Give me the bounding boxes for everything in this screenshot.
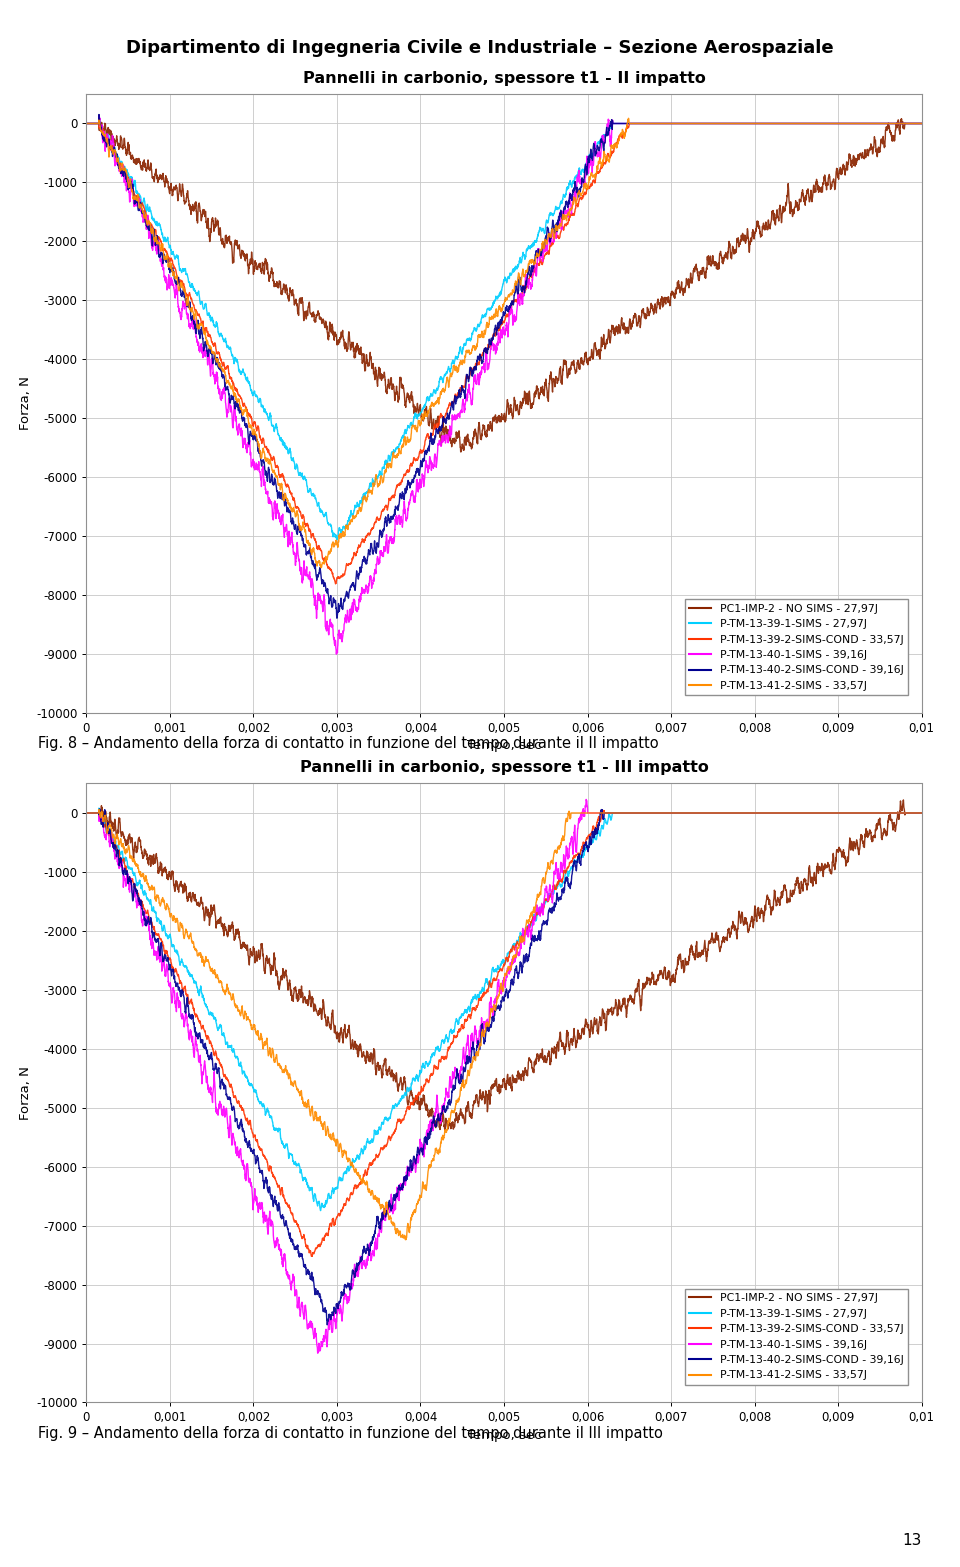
Title: Pannelli in carbonio, spessore t1 - III impatto: Pannelli in carbonio, spessore t1 - III … [300, 760, 708, 776]
Legend: PC1-IMP-2 - NO SIMS - 27,97J, P-TM-13-39-1-SIMS - 27,97J, P-TM-13-39-2-SIMS-COND: PC1-IMP-2 - NO SIMS - 27,97J, P-TM-13-39… [684, 1290, 908, 1385]
Text: Fig. 8 – Andamento della forza di contatto in funzione del tempo durante il II i: Fig. 8 – Andamento della forza di contat… [38, 736, 659, 752]
Y-axis label: Forza, N: Forza, N [19, 376, 32, 431]
Legend: PC1-IMP-2 - NO SIMS - 27,97J, P-TM-13-39-1-SIMS - 27,97J, P-TM-13-39-2-SIMS-COND: PC1-IMP-2 - NO SIMS - 27,97J, P-TM-13-39… [684, 600, 908, 696]
Text: Fig. 9 – Andamento della forza di contatto in funzione del tempo durante il III : Fig. 9 – Andamento della forza di contat… [38, 1426, 663, 1442]
X-axis label: Tempo, sec: Tempo, sec [467, 1429, 541, 1442]
Text: 13: 13 [902, 1533, 922, 1548]
Y-axis label: Forza, N: Forza, N [19, 1066, 32, 1120]
Title: Pannelli in carbonio, spessore t1 - II impatto: Pannelli in carbonio, spessore t1 - II i… [302, 71, 706, 86]
X-axis label: Tempo, sec: Tempo, sec [467, 740, 541, 752]
Text: Dipartimento di Ingegneria Civile e Industriale – Sezione Aerospaziale: Dipartimento di Ingegneria Civile e Indu… [126, 39, 834, 56]
